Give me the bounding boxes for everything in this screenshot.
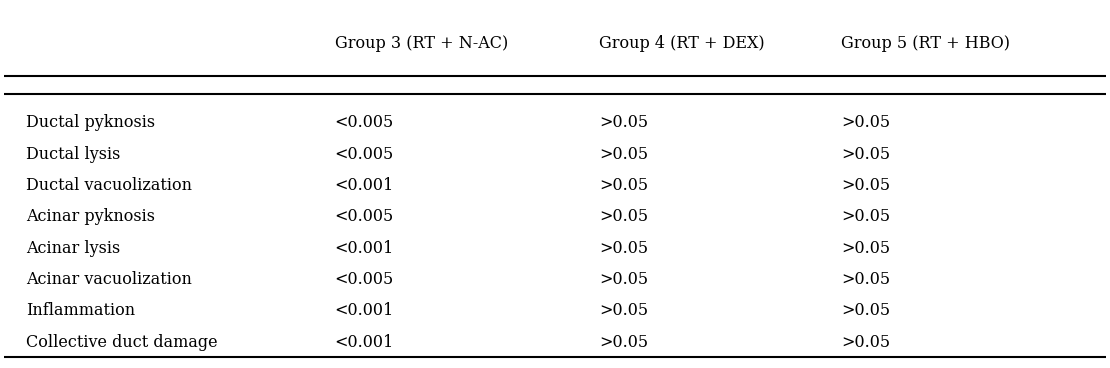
Text: Group 5 (RT + HBO): Group 5 (RT + HBO) xyxy=(841,35,1010,52)
Text: >0.05: >0.05 xyxy=(599,114,648,131)
Text: >0.05: >0.05 xyxy=(841,271,890,288)
Text: >0.05: >0.05 xyxy=(841,146,890,163)
Text: Group 4 (RT + DEX): Group 4 (RT + DEX) xyxy=(599,35,765,52)
Text: >0.05: >0.05 xyxy=(841,240,890,257)
Text: >0.05: >0.05 xyxy=(841,334,890,351)
Text: <0.001: <0.001 xyxy=(335,240,394,257)
Text: <0.005: <0.005 xyxy=(335,146,394,163)
Text: <0.001: <0.001 xyxy=(335,334,394,351)
Text: >0.05: >0.05 xyxy=(599,208,648,225)
Text: <0.005: <0.005 xyxy=(335,114,394,131)
Text: Ductal vacuolization: Ductal vacuolization xyxy=(27,177,192,194)
Text: <0.001: <0.001 xyxy=(335,302,394,319)
Text: >0.05: >0.05 xyxy=(841,302,890,319)
Text: Collective duct damage: Collective duct damage xyxy=(27,334,218,351)
Text: >0.05: >0.05 xyxy=(841,114,890,131)
Text: >0.05: >0.05 xyxy=(841,208,890,225)
Text: >0.05: >0.05 xyxy=(599,240,648,257)
Text: >0.05: >0.05 xyxy=(599,334,648,351)
Text: <0.005: <0.005 xyxy=(335,271,394,288)
Text: Acinar vacuolization: Acinar vacuolization xyxy=(27,271,192,288)
Text: >0.05: >0.05 xyxy=(841,177,890,194)
Text: <0.005: <0.005 xyxy=(335,208,394,225)
Text: Group 3 (RT + N-AC): Group 3 (RT + N-AC) xyxy=(335,35,508,52)
Text: >0.05: >0.05 xyxy=(599,271,648,288)
Text: >0.05: >0.05 xyxy=(599,302,648,319)
Text: Acinar pyknosis: Acinar pyknosis xyxy=(27,208,155,225)
Text: >0.05: >0.05 xyxy=(599,146,648,163)
Text: Acinar lysis: Acinar lysis xyxy=(27,240,121,257)
Text: <0.001: <0.001 xyxy=(335,177,394,194)
Text: Inflammation: Inflammation xyxy=(27,302,135,319)
Text: Ductal lysis: Ductal lysis xyxy=(27,146,121,163)
Text: Ductal pyknosis: Ductal pyknosis xyxy=(27,114,155,131)
Text: >0.05: >0.05 xyxy=(599,177,648,194)
